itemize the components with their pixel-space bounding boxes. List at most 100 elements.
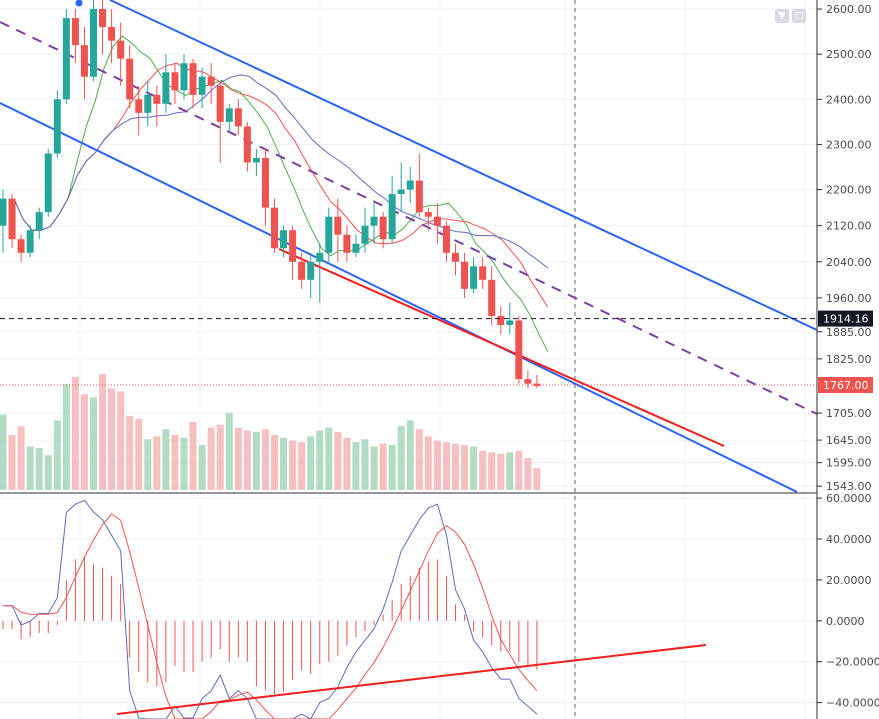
volume-bar — [35, 447, 43, 490]
price-tag-label: 1767.00 — [823, 379, 869, 392]
volume-bar — [533, 468, 541, 490]
candle-body — [271, 207, 278, 249]
candle-body — [207, 76, 215, 86]
candle-body — [461, 261, 469, 289]
moving-averages — [13, 35, 549, 352]
candle-body — [325, 216, 333, 253]
volume-bar — [234, 427, 242, 490]
volume-bar — [0, 414, 7, 490]
volume-bar — [144, 439, 152, 490]
volume-bar — [497, 453, 505, 490]
volume-bar — [442, 442, 450, 490]
volume-bar — [452, 443, 459, 490]
volume-bar — [8, 434, 16, 490]
volume-bar — [243, 430, 251, 490]
volume-bar — [126, 416, 134, 490]
collapse-icon[interactable]: ▼ — [775, 9, 789, 23]
price-tag-box — [818, 310, 873, 327]
candle-body — [252, 157, 260, 163]
candle-body — [126, 58, 134, 100]
volume-bar — [80, 394, 88, 490]
candle-body — [261, 157, 269, 208]
candle-body — [225, 108, 233, 122]
volume-bar — [289, 440, 297, 490]
candle-body — [135, 99, 143, 113]
candle-body — [289, 230, 297, 262]
volume-bar — [26, 446, 34, 490]
candle-body — [343, 234, 351, 253]
candle-body — [53, 99, 61, 154]
volume-bar — [379, 443, 387, 490]
trend-channel — [0, 0, 818, 493]
anchor-point — [75, 0, 83, 7]
candle-body — [8, 198, 16, 240]
candle-body — [90, 9, 97, 77]
candle-body — [99, 9, 107, 28]
candle-body — [524, 379, 532, 384]
price-tick-label: 1825.00 — [826, 353, 872, 366]
price-tick-label: 1595.00 — [826, 457, 872, 470]
volume-bar — [470, 446, 478, 490]
candle-body — [397, 189, 405, 195]
candle-body — [153, 94, 161, 104]
volume-bar — [524, 458, 532, 490]
ma-fast-line — [13, 35, 549, 352]
volume-bar — [397, 426, 405, 490]
candle-body — [424, 212, 432, 217]
candle-body — [506, 320, 514, 325]
candle-body — [334, 216, 342, 235]
macd-signal-line — [3, 513, 538, 719]
candle-body — [44, 153, 52, 213]
candle-body — [379, 216, 387, 240]
macd-tick-label: 20.0000 — [826, 574, 872, 587]
support-trendline — [278, 248, 725, 447]
volume-bar — [108, 388, 116, 490]
volume-bar — [334, 432, 342, 490]
volume-bar — [117, 391, 125, 490]
price-tick-label: 1705.00 — [826, 407, 872, 420]
price-tick-label: 2200.00 — [826, 184, 872, 197]
volume-bar — [90, 397, 97, 490]
volume-bar — [488, 452, 496, 490]
volume-bar — [171, 434, 179, 490]
candle-body — [533, 383, 541, 386]
volume-bar — [207, 427, 215, 490]
volume-bar — [62, 384, 70, 490]
candle-body — [497, 315, 505, 325]
candlestick-series — [0, 0, 541, 389]
macd-tick-label: 60.0000 — [826, 492, 872, 505]
price-tags: 1914.16 1767.00 — [0, 310, 873, 394]
axis-background — [817, 0, 879, 719]
volume-bar — [280, 437, 288, 490]
candle-body — [144, 94, 152, 113]
candle-body — [234, 108, 242, 127]
volume-bar — [352, 442, 360, 490]
price-tick-label: 2300.00 — [826, 138, 872, 151]
candle-body — [452, 252, 459, 262]
price-tick-label: 2500.00 — [826, 48, 872, 61]
volume-bar — [17, 426, 25, 490]
candle-body — [370, 216, 378, 226]
candle-body — [415, 180, 423, 213]
volume-bar — [180, 437, 188, 490]
maximize-icon[interactable]: □ — [792, 9, 806, 23]
volume-bar — [433, 440, 441, 490]
candle-body — [433, 216, 441, 226]
volume-bar — [153, 436, 161, 490]
price-tick-label: 2040.00 — [826, 256, 872, 269]
price-tick-label: 1645.00 — [826, 434, 872, 447]
volume-bar — [515, 450, 523, 490]
candle-body — [361, 225, 369, 244]
volume-bar — [261, 429, 269, 490]
price-tag-box — [818, 377, 873, 394]
candle-body — [488, 279, 496, 316]
price-tag-label: 1914.16 — [823, 313, 869, 326]
volume-bar — [479, 450, 487, 490]
price-axis[interactable]: 2600.00 2500.00 2400.00 2300.00 2200.00 2120.… — [816, 0, 879, 719]
volume-bar — [343, 437, 351, 490]
candle-body — [62, 18, 70, 100]
candle-body — [216, 85, 224, 122]
candle-body — [307, 261, 315, 280]
volume-bar — [406, 420, 414, 490]
